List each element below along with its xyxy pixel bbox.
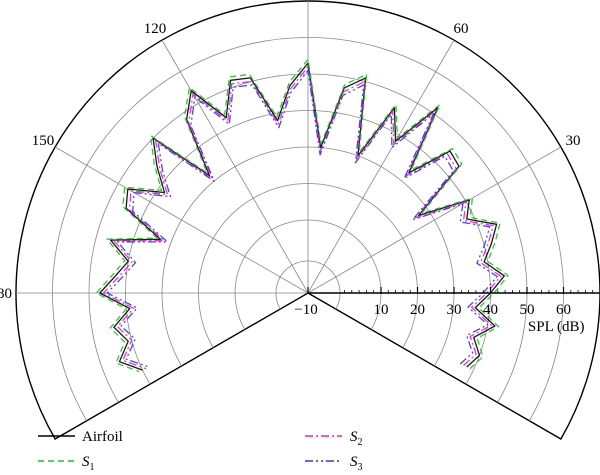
legend-label-airfoil: Airfoil bbox=[82, 429, 123, 445]
legend-label-s2: S2 bbox=[350, 429, 363, 448]
angle-tick-labels: 0306090120150180 bbox=[0, 21, 581, 302]
polar-outline bbox=[15, 0, 600, 440]
series-line-s3 bbox=[106, 69, 498, 368]
grid-spoke-30 bbox=[307, 146, 562, 294]
grid-spoke-150 bbox=[54, 146, 309, 294]
legend: Airfoil S1 S2 S3 bbox=[38, 429, 363, 473]
series-line-s2 bbox=[102, 66, 502, 370]
legend-item-s3: S3 bbox=[305, 454, 363, 473]
angle-tick-label-150: 150 bbox=[32, 133, 55, 149]
radial-tick-label-2: 20 bbox=[410, 302, 425, 318]
angle-tick-label-180: 180 bbox=[0, 286, 12, 302]
series-line-airfoil bbox=[99, 62, 505, 371]
grid-spoke-120 bbox=[161, 39, 309, 294]
radial-tick-label-3: 30 bbox=[447, 302, 462, 318]
angle-tick-label-30: 30 bbox=[566, 133, 581, 149]
radial-tick-label-6: 60 bbox=[556, 302, 571, 318]
angle-tick-label-60: 60 bbox=[454, 21, 469, 37]
legend-item-airfoil: Airfoil bbox=[38, 429, 123, 445]
legend-label-s3: S3 bbox=[350, 454, 363, 473]
radial-tick-label-0: −10 bbox=[294, 302, 317, 318]
legend-label-s1: S1 bbox=[82, 454, 95, 473]
series-line-s1 bbox=[95, 58, 509, 373]
angle-tick-label-120: 120 bbox=[144, 21, 167, 37]
radial-tick-label-1: 10 bbox=[374, 302, 389, 318]
series-group bbox=[95, 58, 509, 373]
radial-tick-label-5: 50 bbox=[520, 302, 535, 318]
legend-item-s1: S1 bbox=[38, 454, 95, 473]
grid-spoke-60 bbox=[307, 39, 455, 294]
radial-axis-title: SPL (dB) bbox=[528, 319, 585, 335]
legend-item-s2: S2 bbox=[305, 429, 363, 448]
radial-tick-label-4: 40 bbox=[483, 302, 498, 318]
